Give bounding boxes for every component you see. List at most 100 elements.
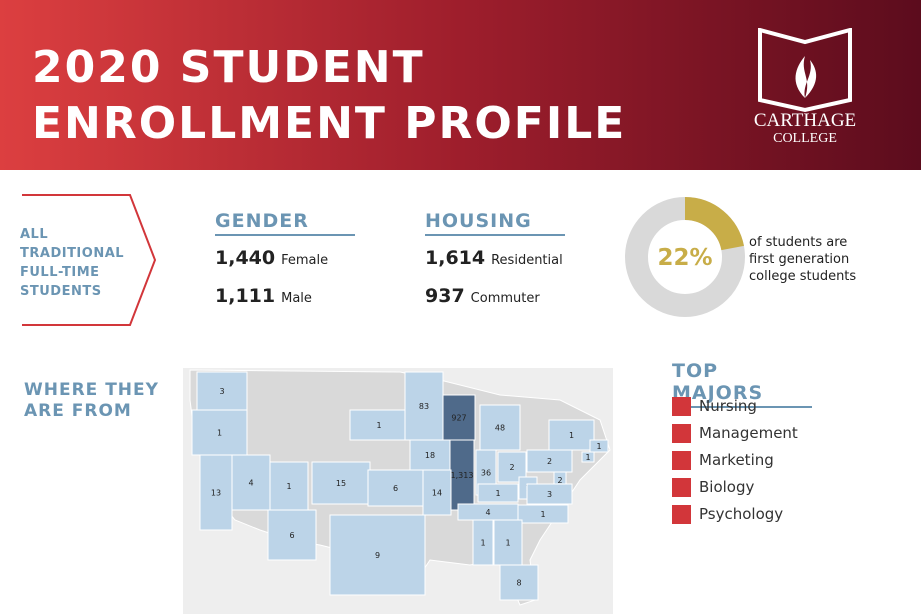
state-count: 1 xyxy=(596,442,601,451)
state-count: 927 xyxy=(451,414,466,423)
stat: 1,614 Residential xyxy=(425,247,563,269)
state xyxy=(404,371,444,441)
scope-line: ALL xyxy=(20,227,49,242)
major: Psychology xyxy=(699,505,784,523)
state xyxy=(442,394,476,441)
state xyxy=(518,476,538,500)
state-count: 2 xyxy=(557,476,562,485)
state xyxy=(517,504,569,524)
map-background xyxy=(183,368,613,614)
state-count: 1 xyxy=(585,453,590,462)
stat-label: Residential xyxy=(491,253,563,268)
state-count: 8 xyxy=(516,579,521,588)
housing-title: HOUSING xyxy=(425,210,565,236)
major-icon xyxy=(672,478,691,497)
state-count: 2 xyxy=(547,457,552,466)
title: 2020 STUDENT xyxy=(32,42,425,93)
count: 1,440 xyxy=(215,247,276,269)
state-count: 1 xyxy=(495,489,500,498)
state xyxy=(422,469,452,516)
state-count: 1 xyxy=(505,539,510,548)
state xyxy=(477,483,519,503)
stat: 937 Commuter xyxy=(425,285,540,307)
state-count: 14 xyxy=(432,489,442,498)
major: Management xyxy=(699,424,798,442)
state-count: 1 xyxy=(376,421,381,430)
state-count: 1,313 xyxy=(451,471,474,480)
state-count: 4 xyxy=(485,508,490,517)
state-count: 1 xyxy=(540,510,545,519)
scope-arrow xyxy=(22,194,157,326)
state xyxy=(449,439,475,511)
state-count: 1 xyxy=(217,429,222,438)
state xyxy=(493,519,523,566)
gender-title: GENDER xyxy=(215,210,355,236)
majors-title: TOP MAJORS xyxy=(672,360,812,408)
state-count: 1 xyxy=(569,431,574,440)
scope-line: FULL-TIME xyxy=(20,265,100,280)
state-count: 36 xyxy=(481,469,491,478)
state-count: 1 xyxy=(480,539,485,548)
map-title-line: WHERE THEY xyxy=(24,380,159,400)
title: ENROLLMENT PROFILE xyxy=(32,98,627,149)
state xyxy=(475,449,497,496)
state xyxy=(553,471,567,489)
donut-arc xyxy=(625,197,745,317)
header-banner xyxy=(0,0,921,170)
state xyxy=(457,503,519,521)
major-icon xyxy=(672,397,691,416)
count: 1,614 xyxy=(425,247,486,269)
major-icon xyxy=(672,505,691,524)
state-count: 1 xyxy=(286,482,291,491)
major: Marketing xyxy=(699,451,774,469)
state-count: 6 xyxy=(393,484,398,493)
state xyxy=(311,461,371,505)
state-count: 48 xyxy=(495,424,505,433)
state-count: 15 xyxy=(336,479,346,488)
scope-line: TRADITIONAL xyxy=(20,246,125,261)
major-icon xyxy=(672,451,691,470)
state xyxy=(526,449,573,473)
state xyxy=(548,419,595,451)
state-count: 1 xyxy=(525,484,530,493)
state xyxy=(589,439,609,453)
stat-label: Male xyxy=(281,291,312,306)
state-count: 6 xyxy=(289,531,294,540)
donut-caption: of students are first generation college… xyxy=(749,234,856,285)
major: Nursing xyxy=(699,397,757,415)
stat-label: Commuter xyxy=(470,291,540,306)
state xyxy=(199,454,233,531)
map-title: WHERE THEY ARE FROM xyxy=(24,380,159,422)
state xyxy=(191,409,248,456)
logo-text: CARTHAGE xyxy=(754,110,856,131)
major: Biology xyxy=(699,478,755,496)
state xyxy=(267,509,317,561)
state-count: 83 xyxy=(419,402,429,411)
map-title-line: ARE FROM xyxy=(24,401,132,421)
logo: CARTHAGE COLLEGE xyxy=(754,28,856,146)
caption-line: of students are xyxy=(749,235,848,250)
caption-line: first generation xyxy=(749,252,850,267)
state xyxy=(479,404,521,451)
state xyxy=(269,461,309,511)
state-count: 2 xyxy=(509,463,514,472)
state xyxy=(367,469,424,507)
state-count: 3 xyxy=(547,490,552,499)
state xyxy=(196,371,248,411)
state-count: 13 xyxy=(211,489,221,498)
state xyxy=(581,451,595,463)
state-count: 18 xyxy=(425,451,435,460)
major-icon xyxy=(672,424,691,443)
logo-text: COLLEGE xyxy=(773,131,837,146)
donut: 22% xyxy=(625,197,745,317)
state-count: 4 xyxy=(248,479,253,488)
count: 937 xyxy=(425,285,465,307)
state xyxy=(499,564,539,601)
state xyxy=(409,439,451,471)
stat: 1,111 Male xyxy=(215,285,312,307)
stat-label: Female xyxy=(281,253,329,268)
scope-line: STUDENTS xyxy=(20,284,102,299)
scope-label: ALL TRADITIONAL FULL-TIME STUDENTS xyxy=(20,225,124,301)
land xyxy=(189,369,611,606)
